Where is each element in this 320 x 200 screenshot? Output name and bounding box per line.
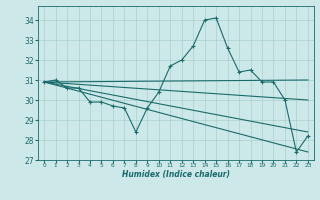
X-axis label: Humidex (Indice chaleur): Humidex (Indice chaleur) xyxy=(122,170,230,179)
